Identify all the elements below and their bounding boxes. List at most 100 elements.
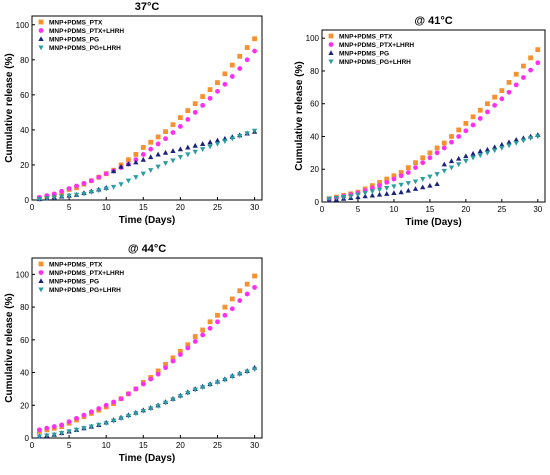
data-point <box>427 182 433 188</box>
data-point <box>192 149 198 155</box>
legend-marker <box>38 36 44 42</box>
data-point <box>170 158 176 164</box>
x-tick-label: 25 <box>497 205 506 214</box>
data-point <box>81 412 87 418</box>
data-point <box>148 154 154 160</box>
data-point <box>207 87 213 92</box>
data-point <box>148 376 154 382</box>
x-axis-label: Time (Days) <box>119 453 176 464</box>
data-point <box>185 116 191 122</box>
data-point <box>103 186 109 192</box>
x-tick-label: 5 <box>67 203 72 212</box>
data-point <box>252 48 257 54</box>
data-point <box>470 150 476 156</box>
legend-label: MNP+PDMS_PG <box>49 278 99 285</box>
data-point <box>96 188 102 194</box>
data-point <box>377 179 382 185</box>
data-point <box>207 139 213 145</box>
data-point <box>441 168 447 174</box>
data-point <box>441 161 447 167</box>
data-point <box>170 148 176 153</box>
data-point <box>535 60 541 66</box>
x-tick-label: 30 <box>533 205 542 214</box>
y-tick-label: 40 <box>20 369 29 378</box>
x-tick-label: 30 <box>250 441 259 450</box>
data-point <box>125 413 132 419</box>
data-point <box>405 170 411 175</box>
legend: MNP+PDMS_PTXMNP+PDMS_PTX+LHRHMNP+PDMS_PG… <box>38 261 124 294</box>
data-point <box>185 108 191 114</box>
data-point <box>376 191 383 197</box>
data-point <box>103 402 109 408</box>
data-point <box>384 176 390 182</box>
data-point <box>513 71 519 77</box>
data-point <box>463 153 469 159</box>
data-point <box>405 181 411 186</box>
data-point <box>74 183 79 189</box>
data-point <box>148 139 154 145</box>
data-point <box>177 146 184 152</box>
data-point <box>499 145 505 151</box>
data-point <box>163 361 168 367</box>
data-point <box>384 179 390 185</box>
data-point <box>527 136 534 141</box>
series-mnp-pdms-ptx <box>37 36 257 201</box>
data-point <box>456 155 462 161</box>
legend-label: MNP+PDMS_PG+LHRH <box>49 45 121 52</box>
legend-marker <box>38 19 44 25</box>
series-mnp-pdms-ptx <box>37 273 257 434</box>
y-tick-label: 40 <box>310 132 319 141</box>
data-point <box>177 352 183 357</box>
data-point <box>222 304 228 310</box>
chart-title: 37°C <box>135 1 160 13</box>
data-point <box>251 128 258 134</box>
data-point <box>470 122 476 128</box>
y-tick-label: 20 <box>310 165 319 174</box>
data-point <box>185 342 191 348</box>
data-point <box>73 192 80 198</box>
data-point <box>528 67 534 73</box>
data-point <box>111 399 117 405</box>
data-point <box>506 143 512 149</box>
data-point <box>170 355 176 361</box>
data-point <box>222 71 228 77</box>
data-point <box>162 161 169 166</box>
data-point <box>237 53 243 59</box>
series-mnp-pdms-pg-lhrh <box>36 128 258 202</box>
data-point <box>207 319 213 325</box>
data-point <box>133 386 139 392</box>
data-point <box>434 150 440 156</box>
data-point <box>244 291 250 297</box>
data-point <box>214 141 221 147</box>
legend-marker <box>328 50 334 56</box>
data-point <box>413 165 418 171</box>
data-point <box>485 101 490 107</box>
data-point <box>110 418 117 424</box>
data-point <box>391 173 397 179</box>
data-point <box>170 358 176 364</box>
chart-title: @ 41°C <box>414 15 452 27</box>
data-point <box>398 182 404 188</box>
series-mnp-pdms-ptx-lhrh <box>37 48 257 200</box>
data-point <box>192 109 198 115</box>
legend-marker <box>38 270 44 275</box>
data-point <box>448 158 455 164</box>
data-point <box>81 426 87 431</box>
data-point <box>125 161 132 167</box>
data-point <box>200 141 206 146</box>
data-point <box>355 192 361 198</box>
data-point <box>252 273 257 279</box>
data-point <box>207 95 213 101</box>
data-point <box>88 178 94 184</box>
data-point <box>215 319 220 325</box>
data-point <box>155 151 161 157</box>
data-point <box>200 94 206 100</box>
y-tick-label: 20 <box>20 161 29 170</box>
data-point <box>207 382 213 388</box>
data-point <box>155 404 161 409</box>
data-point <box>326 196 332 202</box>
data-point <box>140 171 146 177</box>
data-point <box>200 385 206 391</box>
data-point <box>229 136 235 142</box>
data-point <box>434 181 440 187</box>
